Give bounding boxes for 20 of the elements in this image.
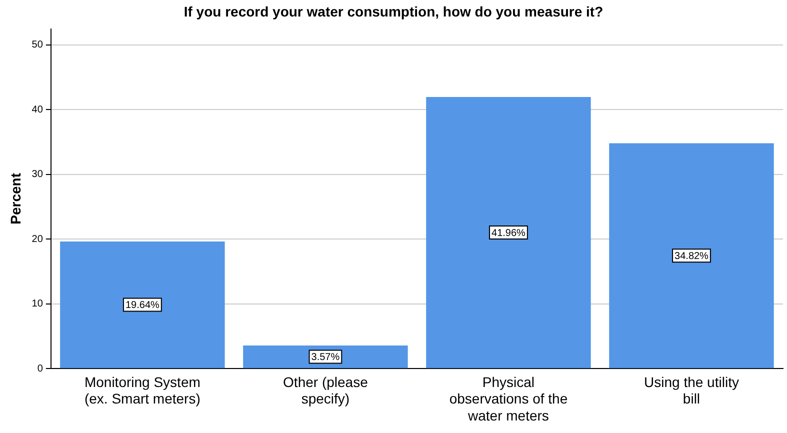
bar — [60, 241, 225, 368]
data-label: 34.82% — [674, 250, 709, 262]
y-tick-label: 20 — [32, 234, 44, 245]
x-tick-label: Physical observations of the water meters — [449, 374, 568, 424]
y-tick-label: 10 — [32, 298, 44, 310]
data-label: 41.96% — [492, 228, 526, 239]
y-tick-label: 40 — [32, 104, 44, 116]
bar — [243, 345, 408, 368]
y-axis-title: Percent — [7, 172, 24, 224]
data-label: 19.64% — [125, 300, 160, 312]
y-tick-label: 30 — [32, 169, 44, 180]
x-tick-label: Other (please specify) — [283, 374, 368, 407]
x-tick-label: Monitoring System (ex. Smart meters) — [84, 374, 200, 407]
y-tick-label: 50 — [32, 40, 44, 51]
x-tick-label: Using the utility bill — [644, 374, 739, 407]
data-label: 3.57% — [311, 352, 340, 364]
y-tick-label: 0 — [37, 363, 44, 374]
bar — [426, 97, 591, 368]
chart-title: If you record your water consumption, how do you measure it? — [184, 3, 604, 20]
bar — [609, 143, 774, 368]
